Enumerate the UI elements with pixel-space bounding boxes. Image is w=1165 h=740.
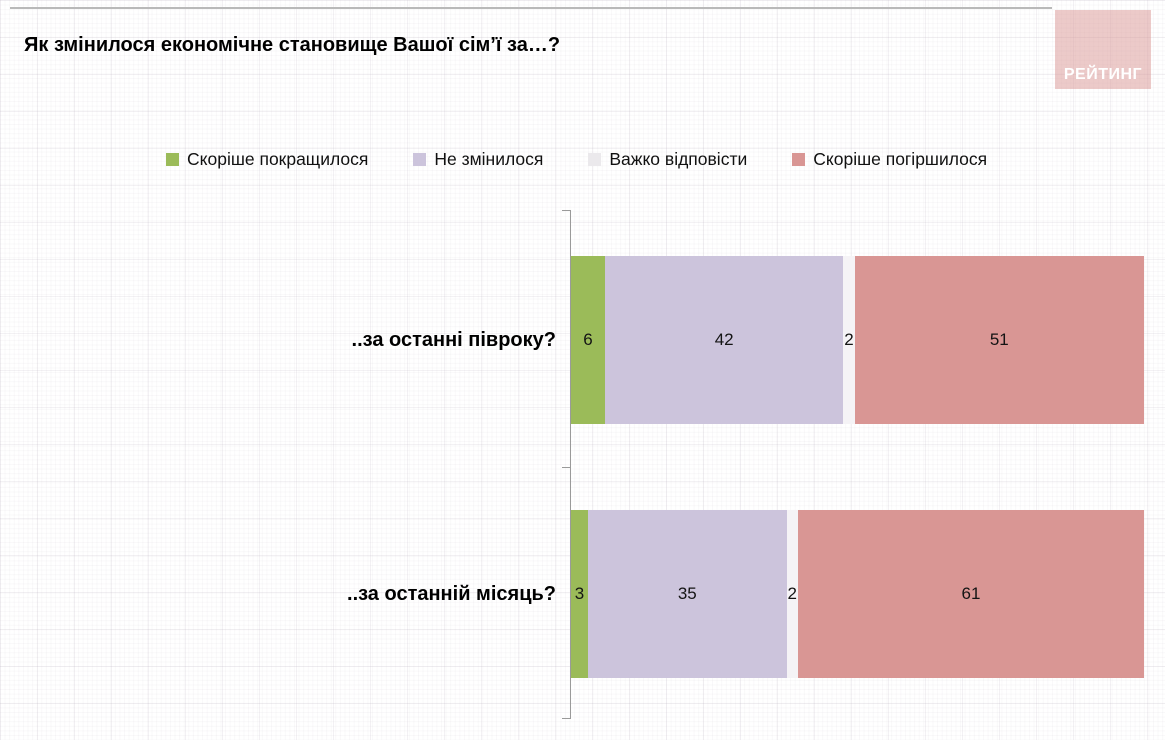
legend-swatch-icon — [792, 153, 806, 166]
chart-title: Як змінилося економічне становище Вашої … — [24, 34, 561, 56]
rating-logo: РЕЙТИНГ — [1055, 10, 1151, 89]
bar-segment: 51 — [854, 256, 1144, 424]
rating-logo-text: РЕЙТИНГ — [1063, 66, 1143, 83]
chart-row: ..за останній місяць? 3 35 2 61 — [0, 510, 1165, 678]
segment-value-label: 6 — [583, 330, 593, 349]
legend-label: Скоріше погіршилося — [813, 149, 988, 169]
bar-segment: 2 — [786, 510, 798, 678]
legend-item-1: Не змінилося — [413, 149, 543, 170]
category-label: ..за останній місяць? — [347, 582, 556, 605]
bar-segment: 3 — [571, 510, 589, 678]
legend-swatch-icon — [588, 153, 602, 166]
legend-swatch-icon — [166, 153, 179, 166]
legend-item-3: Скоріше погіршилося — [792, 149, 987, 170]
category-axis-line — [562, 210, 571, 719]
chart-row: ..за останні півроку? 6 42 2 51 — [0, 256, 1165, 424]
plot-area: ..за останні півроку? 6 42 2 51 ..за останній… — [0, 210, 1165, 720]
stacked-bar: 6 42 2 51 — [571, 256, 1144, 424]
axis-tick-bottom — [562, 718, 570, 719]
segment-value-label: 61 — [961, 584, 981, 603]
segment-value-label: 2 — [844, 330, 854, 349]
top-border-line — [10, 7, 1052, 9]
legend-swatch-icon — [413, 153, 427, 166]
legend-item-2: Важко відповісти — [588, 149, 747, 170]
axis-tick-top — [562, 210, 570, 211]
bar-segment: 6 — [571, 256, 606, 424]
bar-segment: 35 — [588, 510, 787, 678]
stacked-bar: 3 35 2 61 — [571, 510, 1144, 678]
legend-label: Не змінилося — [434, 149, 544, 169]
bar-segment: 42 — [605, 256, 844, 424]
bar-segment: 61 — [797, 510, 1144, 678]
segment-value-label: 3 — [574, 584, 585, 603]
segment-value-label: 35 — [677, 584, 697, 603]
chart-legend: Скоріше покращилося Не змінилося Важко від… — [166, 149, 987, 170]
legend-label: Скоріше покращилося — [187, 149, 369, 169]
category-label: ..за останні півроку? — [351, 328, 556, 351]
axis-tick-middle — [562, 467, 570, 468]
segment-value-label: 42 — [714, 330, 734, 349]
segment-value-label: 2 — [787, 584, 797, 603]
legend-item-0: Скоріше покращилося — [166, 149, 368, 170]
segment-value-label: 51 — [989, 330, 1009, 349]
legend-label: Важко відповісти — [609, 149, 748, 169]
bar-segment: 2 — [843, 256, 855, 424]
